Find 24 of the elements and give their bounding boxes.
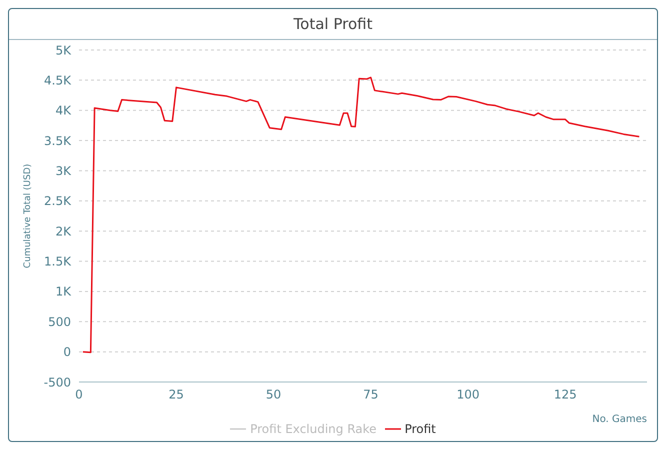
y-axis-title: Cumulative Total (USD) [23, 164, 34, 268]
y-tick-label: 3.5K [44, 134, 72, 148]
x-tick-label: 100 [456, 388, 480, 402]
x-tick-label: 75 [363, 388, 378, 402]
legend-label: Profit Excluding Rake [249, 422, 377, 436]
y-tick-label: 5K [55, 43, 72, 58]
x-tick-label: 50 [266, 388, 282, 402]
line-series [82, 76, 640, 354]
y-tick-label: 3K [55, 164, 72, 178]
y-tick-label: 4K [55, 104, 72, 118]
y-tick-label: 2K [55, 224, 72, 238]
y-tick-label: 0 [63, 345, 71, 360]
x-tick-label: 125 [554, 388, 577, 402]
y-tick-label: 2.5K [44, 194, 72, 208]
x-tick-label: 25 [168, 388, 184, 402]
y-tick-label: 1K [55, 284, 72, 299]
legend-label: Profit [404, 422, 436, 436]
y-tick-label: 4.5K [44, 73, 72, 88]
y-tick-label: 500 [48, 314, 71, 329]
x-tick-label: 0 [75, 388, 83, 402]
y-tick-label: -500 [44, 375, 71, 390]
chart-title: Total Profit [9, 9, 657, 40]
x-axis-title: No. Games [592, 414, 647, 425]
y-tick-label: 1.5K [44, 254, 72, 269]
